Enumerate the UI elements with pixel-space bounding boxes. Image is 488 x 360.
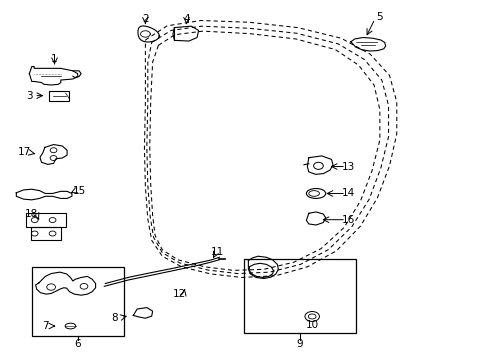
Text: 5: 5	[376, 12, 383, 22]
Text: 12: 12	[172, 289, 185, 299]
Text: 11: 11	[211, 247, 224, 257]
Text: 16: 16	[341, 215, 354, 225]
Text: 7: 7	[42, 321, 48, 331]
Bar	[26, 213, 65, 227]
Bar	[32, 267, 123, 336]
Text: 18: 18	[25, 209, 39, 219]
Bar	[31, 227, 61, 240]
Bar	[244, 259, 355, 333]
Text: 15: 15	[72, 186, 85, 196]
Text: 3: 3	[26, 91, 33, 101]
Text: 2: 2	[142, 14, 148, 24]
Bar	[49, 91, 69, 100]
Text: 4: 4	[183, 14, 189, 24]
Text: 6: 6	[74, 339, 81, 349]
Text: 1: 1	[51, 54, 58, 64]
Text: 17: 17	[18, 147, 31, 157]
Text: 9: 9	[296, 339, 303, 349]
Text: 13: 13	[341, 162, 354, 171]
Text: 14: 14	[341, 189, 354, 198]
Text: 10: 10	[305, 320, 318, 330]
Text: 8: 8	[111, 312, 118, 323]
